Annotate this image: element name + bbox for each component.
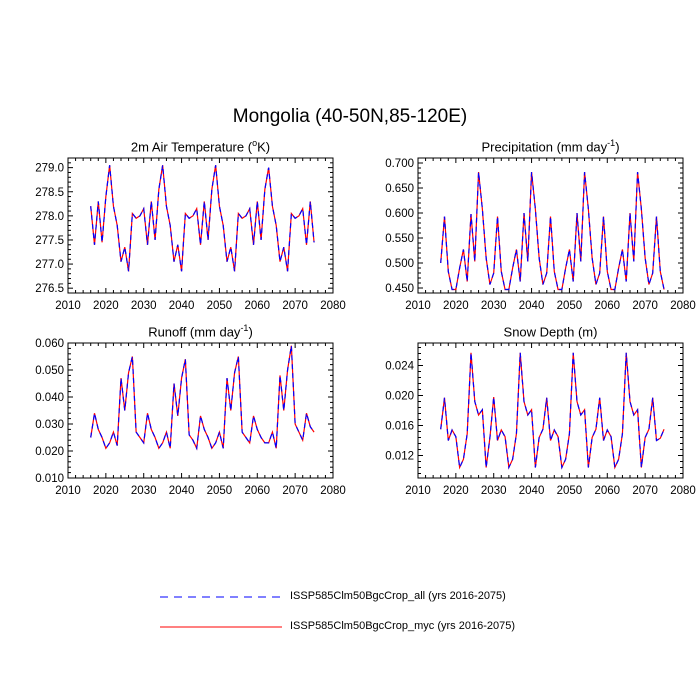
plot-frame <box>417 157 684 294</box>
x-tick-label: 2030 <box>481 300 507 312</box>
series-myc-line <box>440 171 665 291</box>
panel-title-snow-depth: Snow Depth (m) <box>503 324 598 340</box>
plot-precipitation: 2010 2020 2030 2040 2050 2060 2070 2080 0.450 0.5… <box>385 157 696 312</box>
y-tick-label: 0.700 <box>385 158 414 170</box>
plot-frame <box>67 342 334 479</box>
y-tick-label: 277.5 <box>35 235 64 247</box>
x-tick-label: 2030 <box>131 485 157 497</box>
x-tick-label: 2040 <box>169 300 195 312</box>
series-myc-line <box>90 345 315 451</box>
plot-runoff: 2010 2020 2030 2040 2050 2060 2070 2080 0.010 0.0… <box>35 338 346 497</box>
y-tick-label: 0.024 <box>385 361 414 373</box>
x-tick-label: 2070 <box>632 300 658 312</box>
legend-label-myc: ISSP585Clm50BgcCrop_myc (yrs 2016-2075) <box>290 620 515 632</box>
y-tick-label: 0.550 <box>385 233 414 245</box>
x-tick-label: 2040 <box>169 485 195 497</box>
x-tick-label: 2080 <box>670 485 696 497</box>
panel-air-temperature: 2m Air Temperature (oK) 2010 2020 2030 2040… <box>35 138 346 312</box>
plot-air-temperature: 2010 2020 2030 2040 2050 2060 2070 2080 276.5 277… <box>35 157 346 312</box>
x-tick-label: 2010 <box>55 300 81 312</box>
x-tick-label: 2080 <box>320 485 346 497</box>
x-tick-label: 2050 <box>207 300 233 312</box>
y-tick-label: 276.5 <box>35 283 64 295</box>
plot-snow-depth: 2010 2020 2030 2040 2050 2060 2070 2080 0.012 0.0… <box>385 342 696 497</box>
x-tick-label: 2070 <box>282 485 308 497</box>
x-tick-label: 2040 <box>519 485 545 497</box>
y-tick-label: 0.650 <box>385 183 414 195</box>
y-tick-label: 0.012 <box>385 451 414 463</box>
figure-title: Mongolia (40-50N,85-120E) <box>232 106 468 127</box>
x-tick-label: 2040 <box>519 300 545 312</box>
series-myc-line <box>90 165 315 272</box>
y-tick-label: 0.060 <box>35 338 64 350</box>
x-tick-label: 2070 <box>282 300 308 312</box>
x-tick-label: 2020 <box>93 485 119 497</box>
x-tick-label: 2010 <box>405 300 431 312</box>
y-tick-label: 277.0 <box>35 259 64 271</box>
x-tick-label: 2060 <box>244 300 270 312</box>
panel-snow-depth: Snow Depth (m) 2010 2020 2030 2040 2050 2060 2… <box>385 324 696 497</box>
series-all-line <box>440 352 665 470</box>
x-tick-label: 2010 <box>55 485 81 497</box>
y-tick-label: 0.040 <box>35 392 64 404</box>
x-tick-label: 2050 <box>557 485 583 497</box>
x-tick-label: 2060 <box>594 485 620 497</box>
x-tick-label: 2060 <box>244 485 270 497</box>
x-tick-label: 2020 <box>443 300 469 312</box>
series-all-line <box>440 171 665 291</box>
panel-precipitation: Precipitation (mm day-1) 2010 2020 2030 204… <box>385 138 696 312</box>
panel-title-precipitation: Precipitation (mm day-1) <box>481 138 620 155</box>
y-tick-label: 0.030 <box>35 419 64 431</box>
y-tick-label: 0.020 <box>385 391 414 403</box>
x-tick-label: 2080 <box>320 300 346 312</box>
x-tick-label: 2080 <box>670 300 696 312</box>
y-tick-label: 278.0 <box>35 211 64 223</box>
y-tick-label: 278.5 <box>35 187 64 199</box>
series-all-line <box>90 345 315 451</box>
plot-frame <box>417 342 684 479</box>
y-tick-label: 0.500 <box>385 258 414 270</box>
x-tick-label: 2070 <box>632 485 658 497</box>
x-tick-label: 2010 <box>405 485 431 497</box>
y-tick-label: 0.450 <box>385 283 414 295</box>
x-tick-label: 2050 <box>557 300 583 312</box>
y-tick-label: 0.600 <box>385 208 414 220</box>
series-all-line <box>90 165 315 272</box>
panel-runoff: Runoff (mm day-1) 2010 2020 2030 2040 2050 20… <box>35 323 346 497</box>
x-tick-label: 2060 <box>594 300 620 312</box>
y-tick-label: 0.016 <box>385 421 414 433</box>
y-tick-label: 0.020 <box>35 446 64 458</box>
x-tick-label: 2020 <box>443 485 469 497</box>
x-tick-label: 2020 <box>93 300 119 312</box>
x-tick-label: 2030 <box>481 485 507 497</box>
series-myc-line <box>440 352 665 470</box>
y-tick-label: 0.050 <box>35 365 64 377</box>
x-tick-label: 2050 <box>207 485 233 497</box>
panel-title-runoff: Runoff (mm day-1) <box>148 323 253 340</box>
y-tick-label: 279.0 <box>35 163 64 175</box>
x-tick-label: 2030 <box>131 300 157 312</box>
legend-label-all: ISSP585Clm50BgcCrop_all (yrs 2016-2075) <box>290 590 506 602</box>
panel-title-air-temperature: 2m Air Temperature (oK) <box>130 138 271 155</box>
y-tick-label: 0.010 <box>35 473 64 485</box>
